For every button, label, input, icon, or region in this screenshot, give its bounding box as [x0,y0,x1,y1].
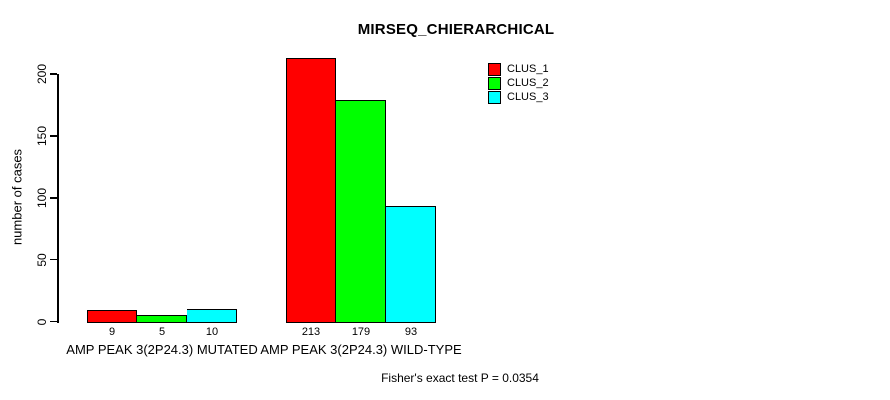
y-axis-tick-label: 100 [35,187,49,208]
bar-value-label: 9 [108,326,116,338]
y-axis-tick [50,135,57,137]
bar-value-label: 10 [205,326,219,338]
legend-item-clus_2: CLUS_2 [488,76,549,90]
y-axis-tick-label: 150 [35,125,49,146]
bar-value-label: 5 [158,326,166,338]
chart-title: MIRSEQ_CHIERARCHICAL [357,21,555,38]
legend-swatch-icon [488,62,501,76]
bar-clus_2-group2 [336,99,386,323]
legend-item-clus_1: CLUS_1 [488,62,549,76]
y-axis-label: number of cases [9,148,25,246]
bar-clus_1-group1 [87,310,137,323]
legend-swatch-icon [488,76,501,90]
y-axis-tick [50,73,57,75]
legend-label: CLUS_2 [507,76,549,89]
y-axis-line [57,74,59,323]
y-axis-tick-label: 200 [35,63,49,85]
y-axis-tick [50,258,57,261]
y-axis-tick-label: 50 [35,252,49,267]
bar-clus_2-group1 [137,315,187,323]
y-axis-tick [50,197,57,199]
y-axis-tick [50,320,57,323]
legend-swatch-icon [488,90,501,104]
bar-value-label: 93 [404,326,418,338]
category-label: AMP PEAK 3(2P24.3) MUTATED [66,342,258,357]
bar-clus_3-group1 [187,309,237,323]
legend-label: CLUS_3 [507,90,549,103]
bar-value-label: 213 [301,326,321,338]
fisher-test-annotation: Fisher's exact test P = 0.0354 [381,371,539,385]
bar-clus_3-group2 [386,206,436,323]
bar-value-label: 179 [351,326,371,338]
legend-item-clus_3: CLUS_3 [488,90,549,104]
category-label: AMP PEAK 3(2P24.3) WILD-TYPE [260,342,462,357]
bar-clus_1-group2 [286,57,336,323]
y-axis-tick-label: 0 [35,318,49,325]
legend-label: CLUS_1 [507,62,549,75]
legend: CLUS_1 CLUS_2 CLUS_3 [488,62,549,104]
